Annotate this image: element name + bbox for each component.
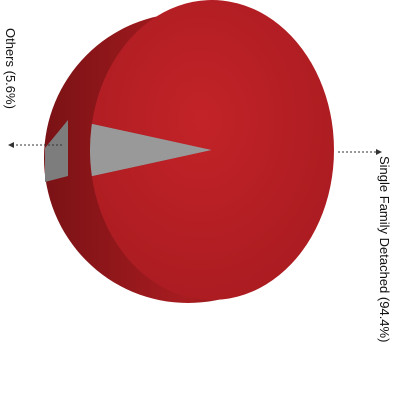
pie-slices bbox=[45, 0, 334, 301]
leader-arrow-single-family bbox=[376, 149, 382, 155]
slice-label-single-family: Single Family Detached (94.4%) bbox=[377, 156, 392, 342]
pie-slice-others-depth bbox=[45, 120, 68, 182]
slice-label-others: Others (5.6%) bbox=[3, 28, 18, 109]
pie-slice-single-family bbox=[91, 0, 334, 301]
leader-arrow-others bbox=[8, 142, 14, 148]
pie-labels: Others (5.6%) Single Family Detached (94… bbox=[3, 28, 392, 342]
pie-slice-others bbox=[89, 123, 212, 177]
